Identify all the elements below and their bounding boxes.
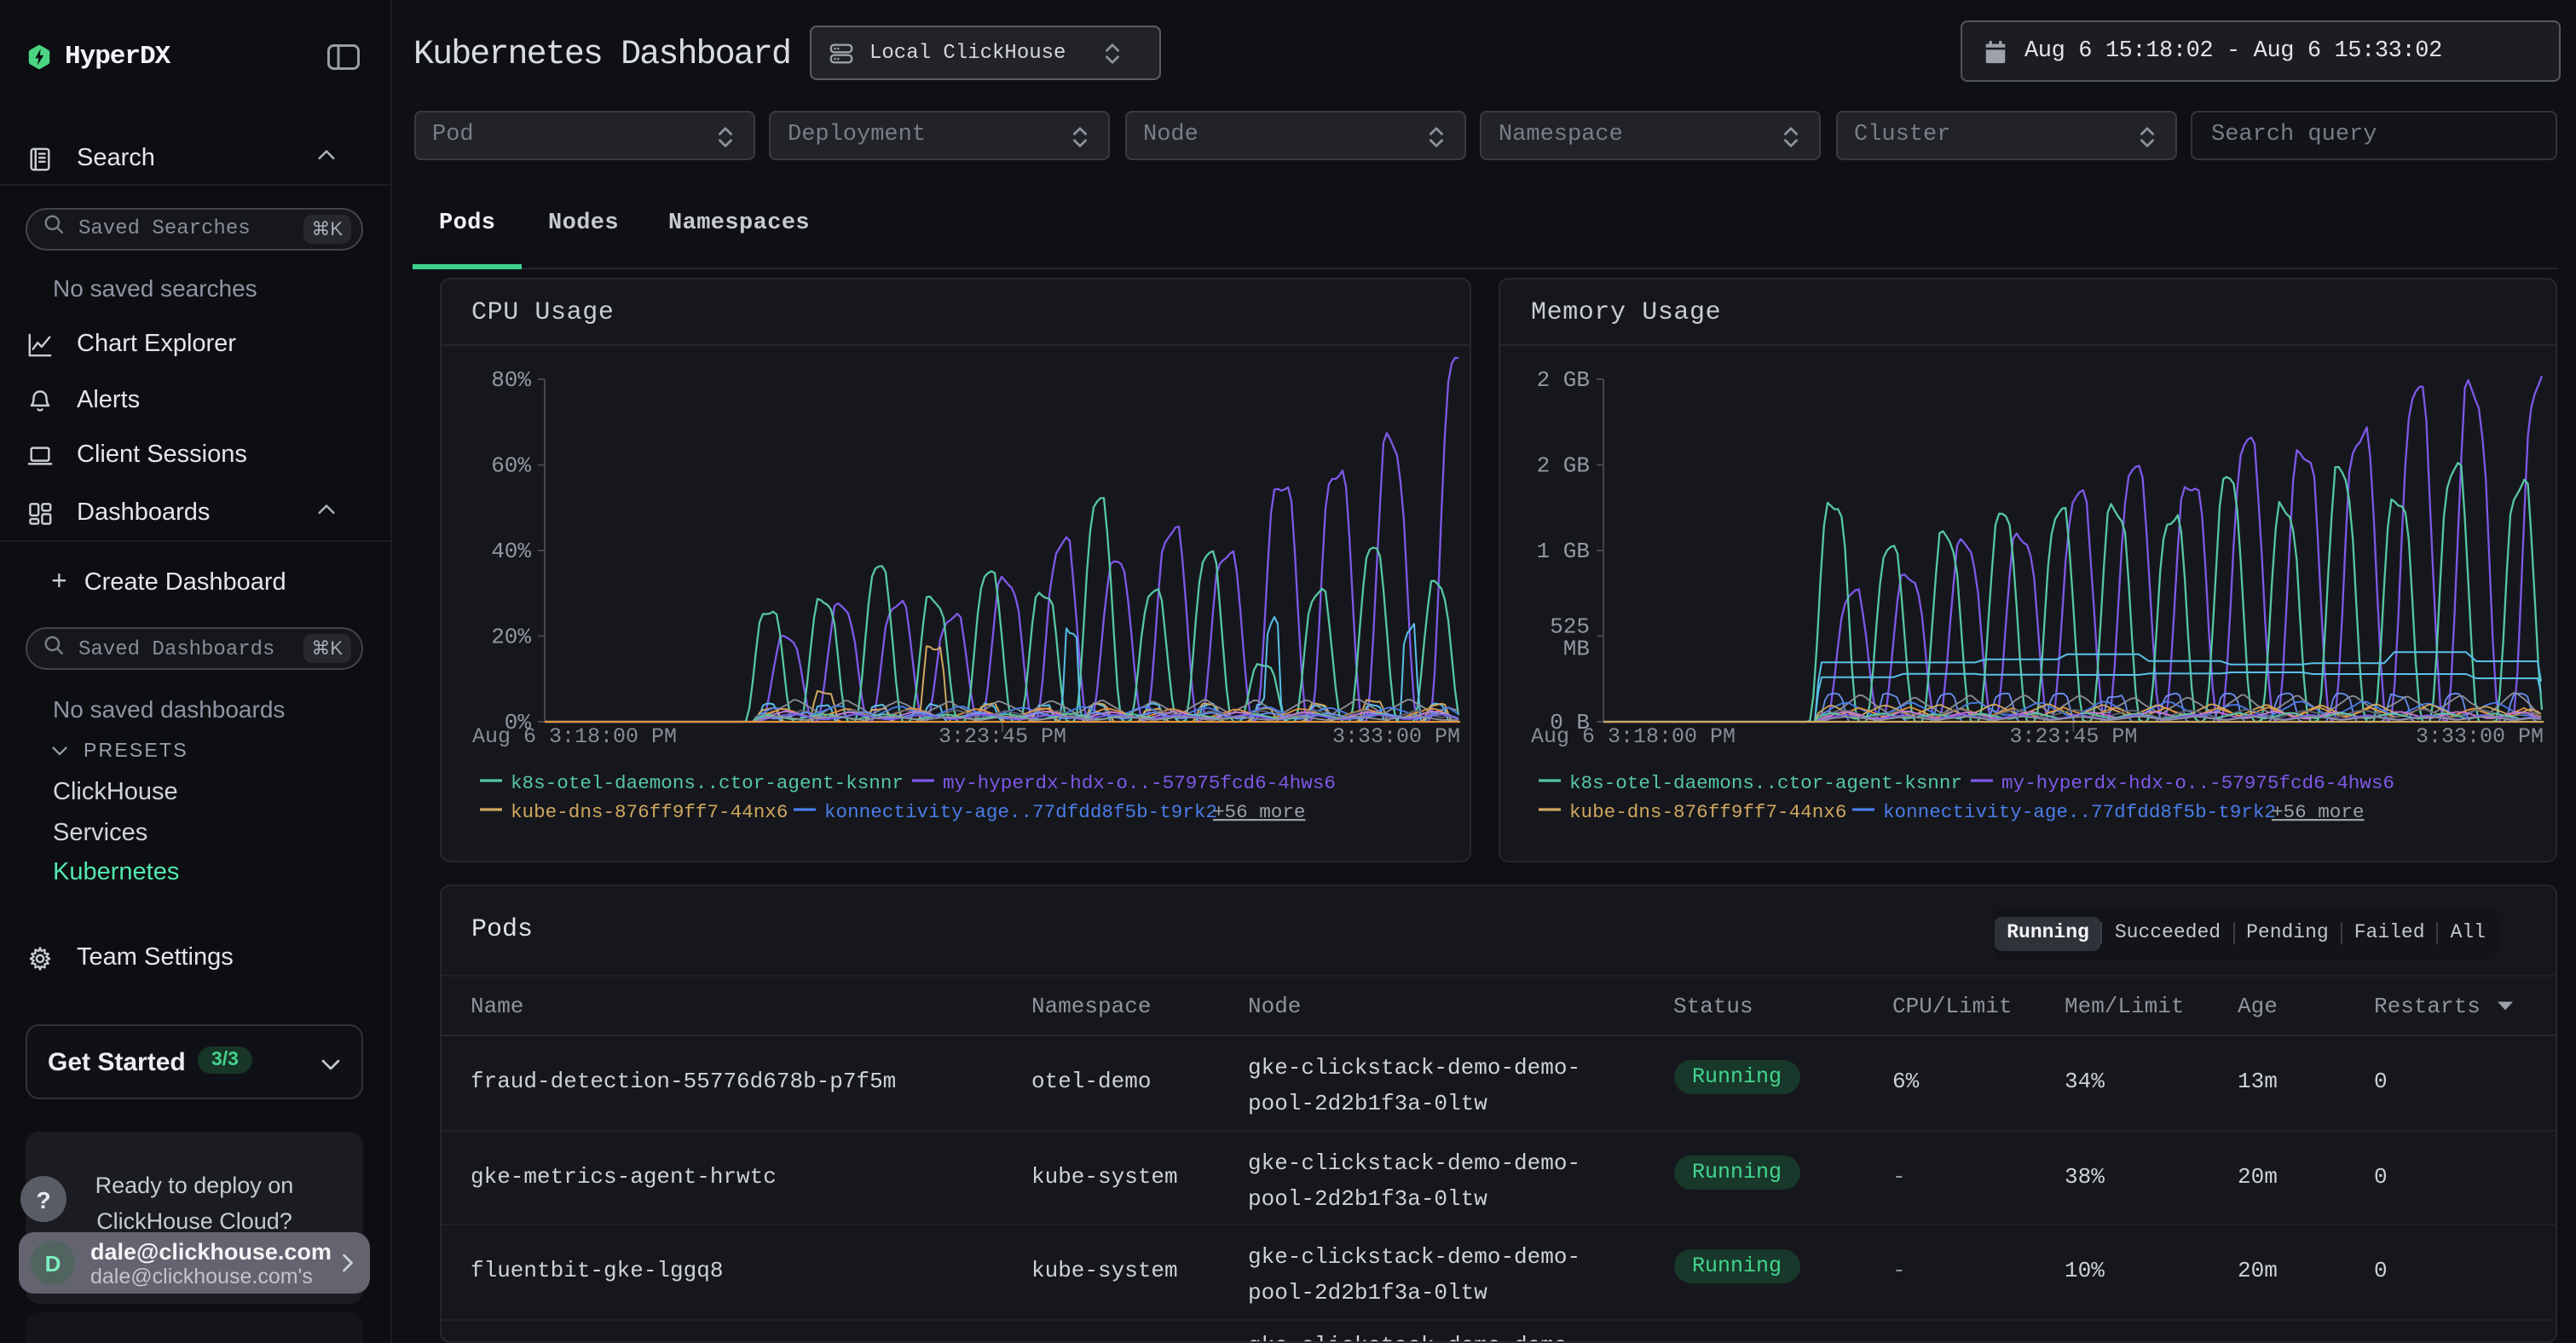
svg-text:20%: 20% [490,624,530,649]
svg-text:40%: 40% [490,539,530,564]
svg-text:525: 525 [1550,614,1590,639]
svg-text:kube-dns-876ff9ff7-44nx6: kube-dns-876ff9ff7-44nx6 [1569,801,1846,823]
svg-text:3:33:00 PM: 3:33:00 PM [1331,724,1459,749]
svg-text:konnectivity-age..77dfdd8f5b-t: konnectivity-age..77dfdd8f5b-t9rk2 [1883,801,2276,823]
svg-text:Aug 6 3:18:00 PM: Aug 6 3:18:00 PM [471,724,676,749]
svg-text:1 GB: 1 GB [1537,539,1590,564]
svg-text:80%: 80% [490,367,530,393]
svg-text:0 B: 0 B [1550,710,1590,735]
svg-text:2 GB: 2 GB [1537,367,1590,393]
svg-text:my-hyperdx-hdx-o..-57975fcd6-4: my-hyperdx-hdx-o..-57975fcd6-4hws6 [942,772,1335,794]
svg-text:3:23:45 PM: 3:23:45 PM [938,724,1066,749]
svg-text:MB: MB [1563,636,1590,661]
svg-text:0%: 0% [504,710,531,735]
svg-text:konnectivity-age..77dfdd8f5b-t: konnectivity-age..77dfdd8f5b-t9rk2 [823,801,1216,823]
svg-text:+56 more: +56 more [2272,801,2364,823]
svg-text:3:33:00 PM: 3:33:00 PM [2416,724,2544,749]
svg-text:60%: 60% [490,453,530,479]
svg-text:kube-dns-876ff9ff7-44nx6: kube-dns-876ff9ff7-44nx6 [510,801,787,823]
svg-text:Aug 6 3:18:00 PM: Aug 6 3:18:00 PM [1531,724,1736,749]
svg-text:+56 more: +56 more [1212,801,1304,823]
svg-text:k8s-otel-daemons..ctor-agent-k: k8s-otel-daemons..ctor-agent-ksnnr [1569,772,1962,794]
svg-text:3:23:45 PM: 3:23:45 PM [2009,724,2137,749]
svg-text:2 GB: 2 GB [1537,453,1590,479]
svg-text:my-hyperdx-hdx-o..-57975fcd6-4: my-hyperdx-hdx-o..-57975fcd6-4hws6 [2001,772,2394,794]
svg-text:k8s-otel-daemons..ctor-agent-k: k8s-otel-daemons..ctor-agent-ksnnr [510,772,903,794]
